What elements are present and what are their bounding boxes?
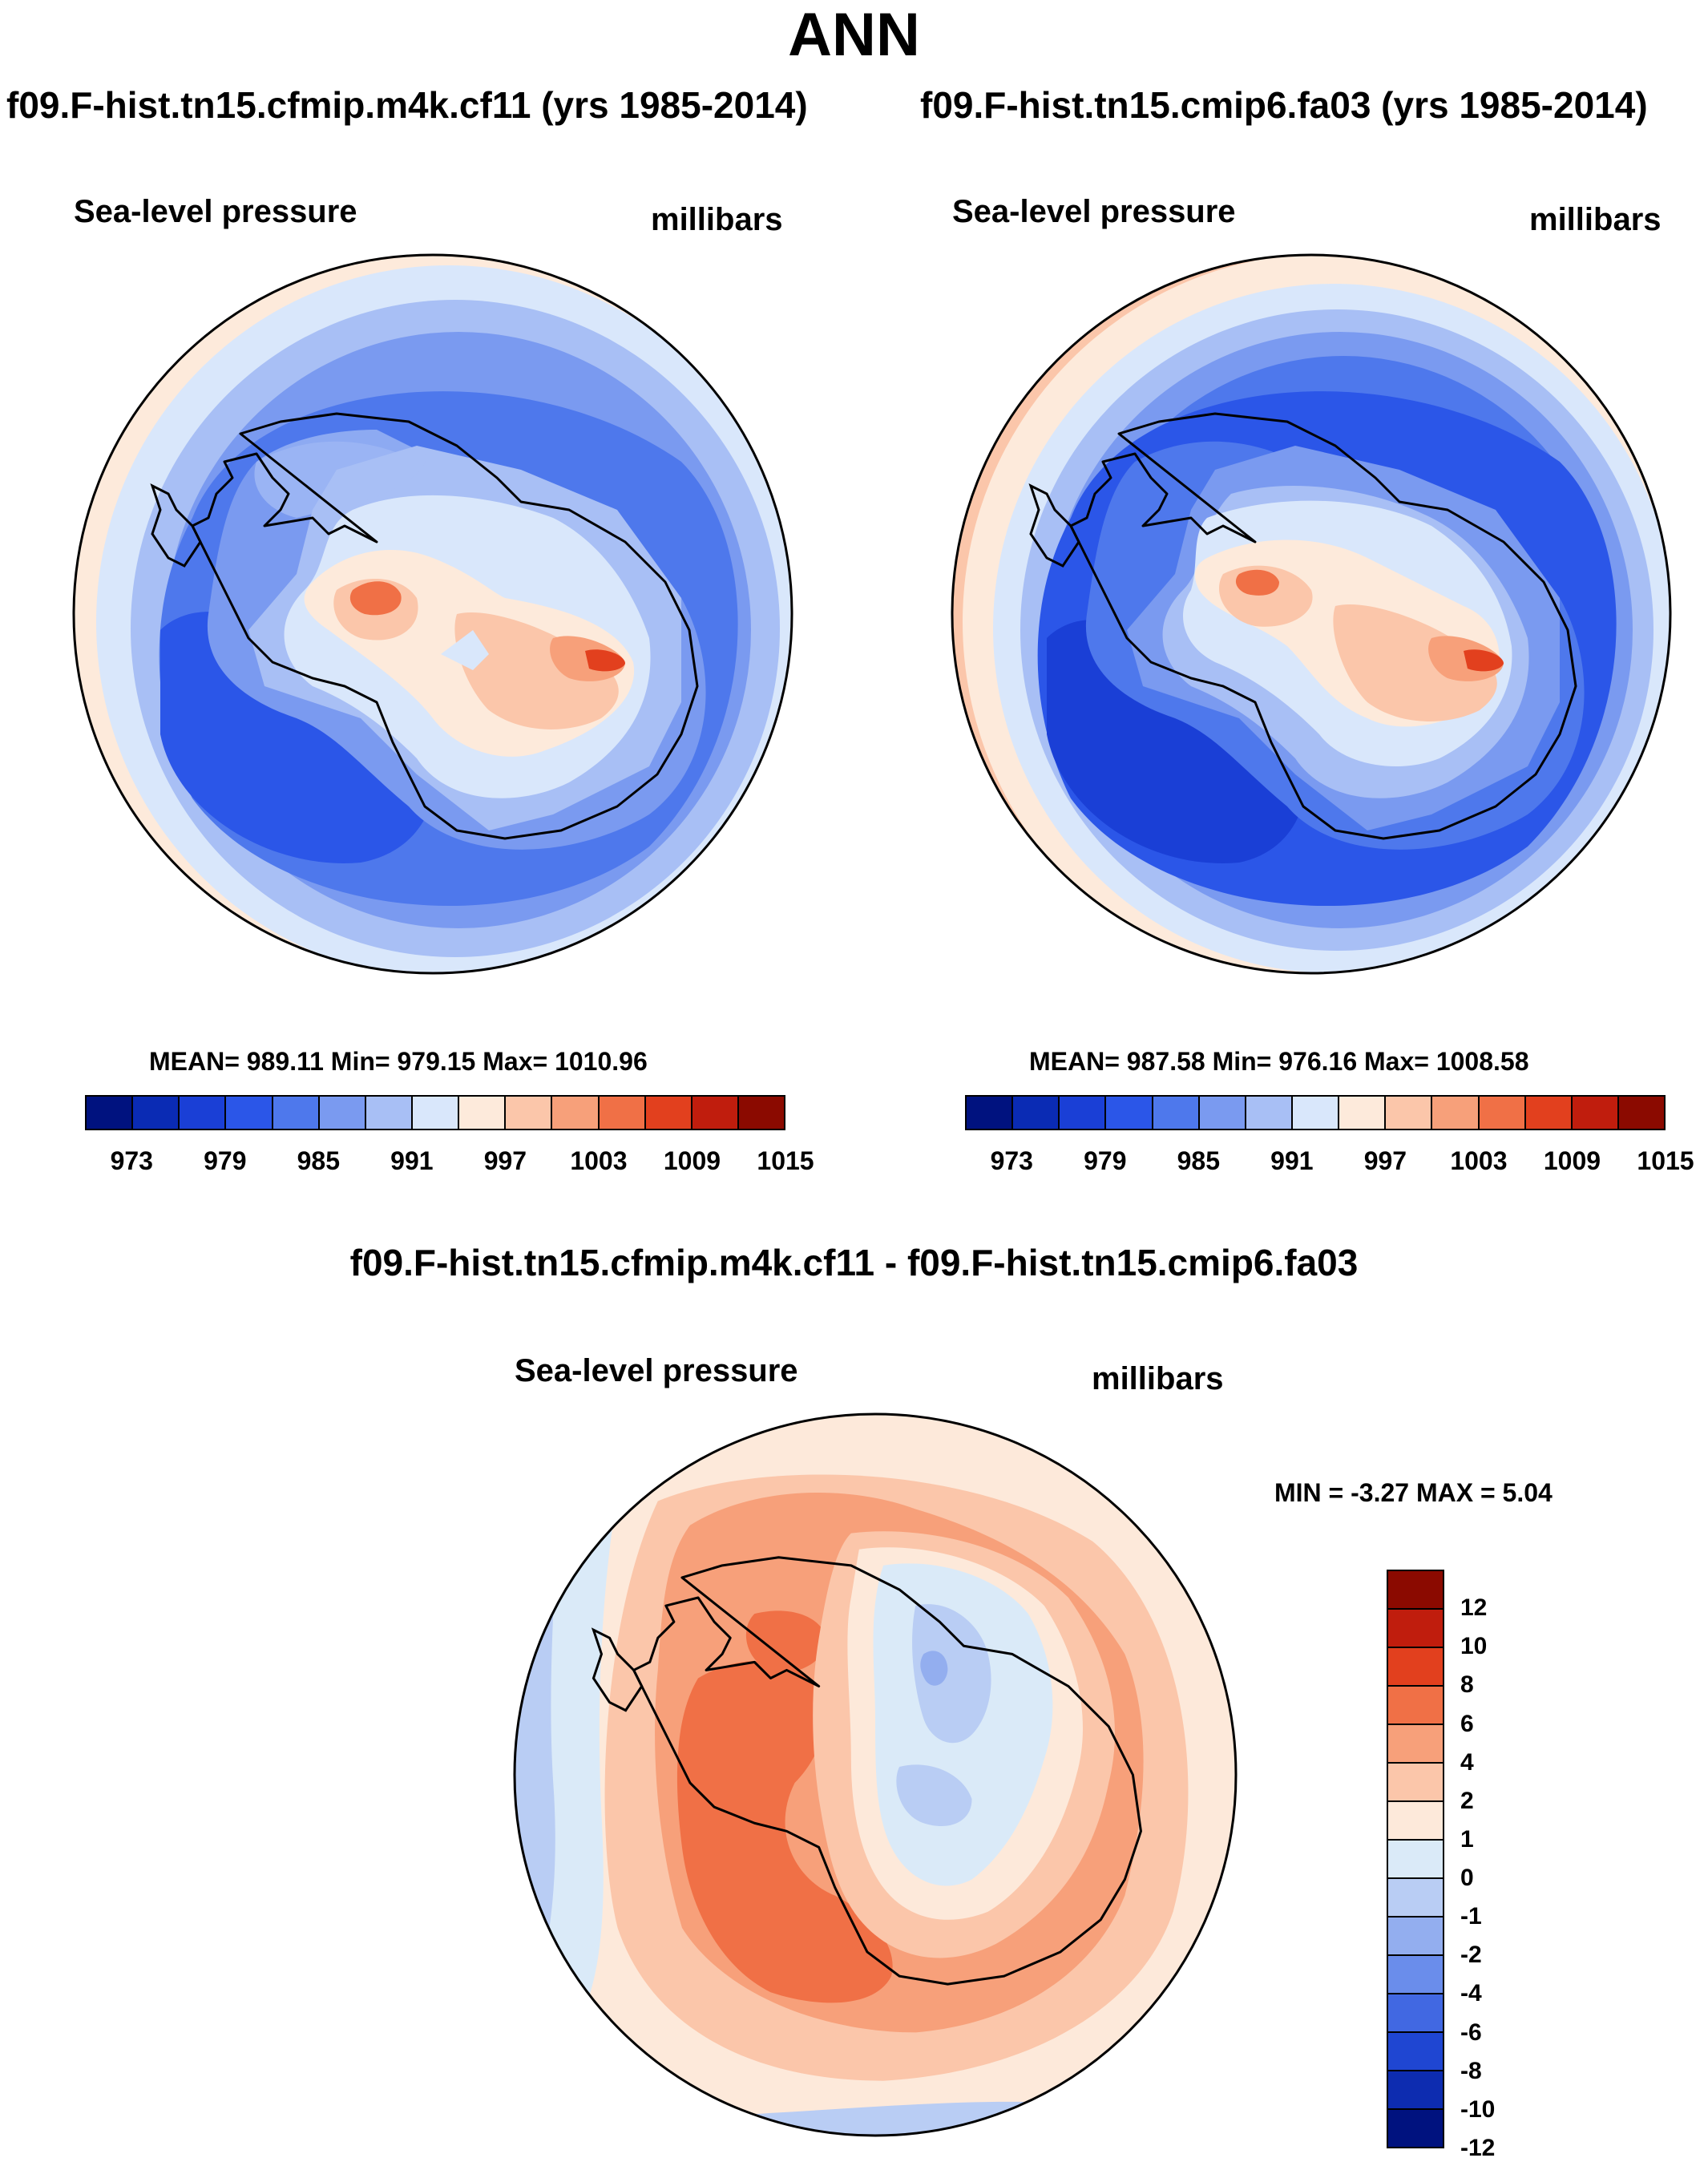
- colorbar-swatch: [1388, 2033, 1443, 2071]
- colorbar-tick-label: 979: [204, 1146, 247, 1175]
- panel1-stats: MEAN= 989.11 Min= 979.15 Max= 1010.96: [149, 1047, 648, 1076]
- colorbar-tick-label: 973: [110, 1146, 153, 1175]
- panel3-colorbar: [1387, 1570, 1444, 2148]
- colorbar-swatch: [738, 1097, 785, 1129]
- colorbar-tick-label: 997: [483, 1146, 527, 1175]
- panel2-stats: MEAN= 987.58 Min= 976.16 Max= 1008.58: [1029, 1047, 1529, 1076]
- colorbar-swatch: [1388, 1918, 1443, 1956]
- colorbar-tick-label: 1003: [570, 1146, 628, 1175]
- colorbar-swatch: [133, 1097, 180, 1129]
- colorbar-tick-label: 1015: [1637, 1146, 1694, 1175]
- colorbar-tick-label: -4: [1460, 1980, 1482, 2007]
- colorbar-tick-label: 973: [990, 1146, 1033, 1175]
- colorbar-tick-label: 12: [1460, 1594, 1488, 1622]
- colorbar-swatch: [692, 1097, 739, 1129]
- colorbar-swatch: [1153, 1097, 1200, 1129]
- colorbar-swatch: [967, 1097, 1014, 1129]
- colorbar-tick-label: 991: [390, 1146, 434, 1175]
- difference-title: f09.F-hist.tn15.cfmip.m4k.cf11 - f09.F-h…: [349, 1242, 1359, 1283]
- map-panel3: [513, 1412, 1238, 2137]
- colorbar-tick-label: 4: [1460, 1748, 1474, 1776]
- colorbar-swatch: [1292, 1097, 1340, 1129]
- colorbar-tick-label: 979: [1084, 1146, 1127, 1175]
- colorbar-tick-label: 1015: [757, 1146, 814, 1175]
- colorbar-swatch: [1388, 1725, 1443, 1764]
- colorbar-tick-label: 1009: [1543, 1146, 1601, 1175]
- colorbar-swatch: [1388, 1648, 1443, 1687]
- colorbar-swatch: [1386, 1097, 1433, 1129]
- colorbar-swatch: [599, 1097, 646, 1129]
- colorbar-tick-label: -6: [1460, 2019, 1482, 2046]
- colorbar-swatch: [365, 1097, 413, 1129]
- colorbar-swatch: [1388, 1879, 1443, 1918]
- colorbar-tick-label: 985: [1177, 1146, 1221, 1175]
- colorbar-swatch: [412, 1097, 460, 1129]
- colorbar-swatch: [1013, 1097, 1060, 1129]
- colorbar-swatch: [1199, 1097, 1246, 1129]
- colorbar-tick-label: -2: [1460, 1942, 1482, 1969]
- colorbar-swatch: [1618, 1097, 1665, 1129]
- colorbar-swatch: [1388, 1764, 1443, 1802]
- colorbar-swatch: [87, 1097, 134, 1129]
- colorbar-tick-label: 10: [1460, 1633, 1488, 1660]
- colorbar-swatch: [459, 1097, 507, 1129]
- panel1-variable: Sea-level pressure: [74, 194, 357, 229]
- panel2-variable: Sea-level pressure: [952, 194, 1236, 229]
- colorbar-swatch: [1388, 1610, 1443, 1648]
- colorbar-swatch: [1388, 1994, 1443, 2033]
- colorbar-swatch: [552, 1097, 600, 1129]
- panel2-units: millibars: [1529, 202, 1662, 237]
- colorbar-swatch: [1246, 1097, 1293, 1129]
- colorbar-tick-label: 8: [1460, 1671, 1474, 1699]
- colorbar-swatch: [319, 1097, 366, 1129]
- colorbar-tick-label: 2: [1460, 1787, 1474, 1814]
- colorbar-swatch: [273, 1097, 320, 1129]
- colorbar-tick-label: -1: [1460, 1903, 1482, 1930]
- colorbar-tick-label: 0: [1460, 1865, 1474, 1892]
- panel2-colorbar: [965, 1095, 1666, 1130]
- colorbar-tick-label: -12: [1460, 2135, 1496, 2161]
- colorbar-swatch: [1339, 1097, 1387, 1129]
- panel1-units: millibars: [651, 202, 783, 237]
- panel3-variable: Sea-level pressure: [515, 1353, 798, 1388]
- colorbar-swatch: [1060, 1097, 1107, 1129]
- colorbar-tick-label: 6: [1460, 1710, 1474, 1737]
- colorbar-swatch: [1432, 1097, 1480, 1129]
- colorbar-swatch: [226, 1097, 273, 1129]
- colorbar-swatch: [1388, 1841, 1443, 1879]
- colorbar-swatch: [1388, 1687, 1443, 1725]
- colorbar-tick-label: 1009: [663, 1146, 721, 1175]
- run-title-right: f09.F-hist.tn15.cmip6.fa03 (yrs 1985-201…: [920, 84, 1648, 126]
- colorbar-swatch: [1479, 1097, 1526, 1129]
- panel1-colorbar: [85, 1095, 785, 1130]
- colorbar-swatch: [1388, 1802, 1443, 1841]
- panel3-stats: MIN = -3.27 MAX = 5.04: [1274, 1478, 1553, 1507]
- colorbar-swatch: [506, 1097, 553, 1129]
- colorbar-tick-label: 985: [297, 1146, 341, 1175]
- colorbar-swatch: [180, 1097, 227, 1129]
- colorbar-swatch: [1388, 2071, 1443, 2110]
- colorbar-tick-label: -8: [1460, 2057, 1482, 2084]
- colorbar-tick-label: 997: [1363, 1146, 1407, 1175]
- colorbar-swatch: [645, 1097, 692, 1129]
- panel3-units: millibars: [1092, 1361, 1224, 1396]
- colorbar-swatch: [1388, 2110, 1443, 2147]
- run-title-left: f09.F-hist.tn15.cfmip.m4k.cf11 (yrs 1985…: [6, 84, 808, 126]
- map-panel2: [951, 253, 1672, 975]
- colorbar-tick-label: 1: [1460, 1825, 1474, 1853]
- colorbar-tick-label: 991: [1270, 1146, 1314, 1175]
- colorbar-swatch: [1106, 1097, 1153, 1129]
- colorbar-tick-label: -10: [1460, 2095, 1496, 2123]
- map-panel1: [72, 253, 793, 975]
- colorbar-tick-label: 1003: [1450, 1146, 1508, 1175]
- colorbar-swatch: [1572, 1097, 1619, 1129]
- figure-title: ANN: [788, 1, 920, 69]
- colorbar-swatch: [1388, 1956, 1443, 1994]
- colorbar-swatch: [1525, 1097, 1573, 1129]
- colorbar-swatch: [1388, 1571, 1443, 1610]
